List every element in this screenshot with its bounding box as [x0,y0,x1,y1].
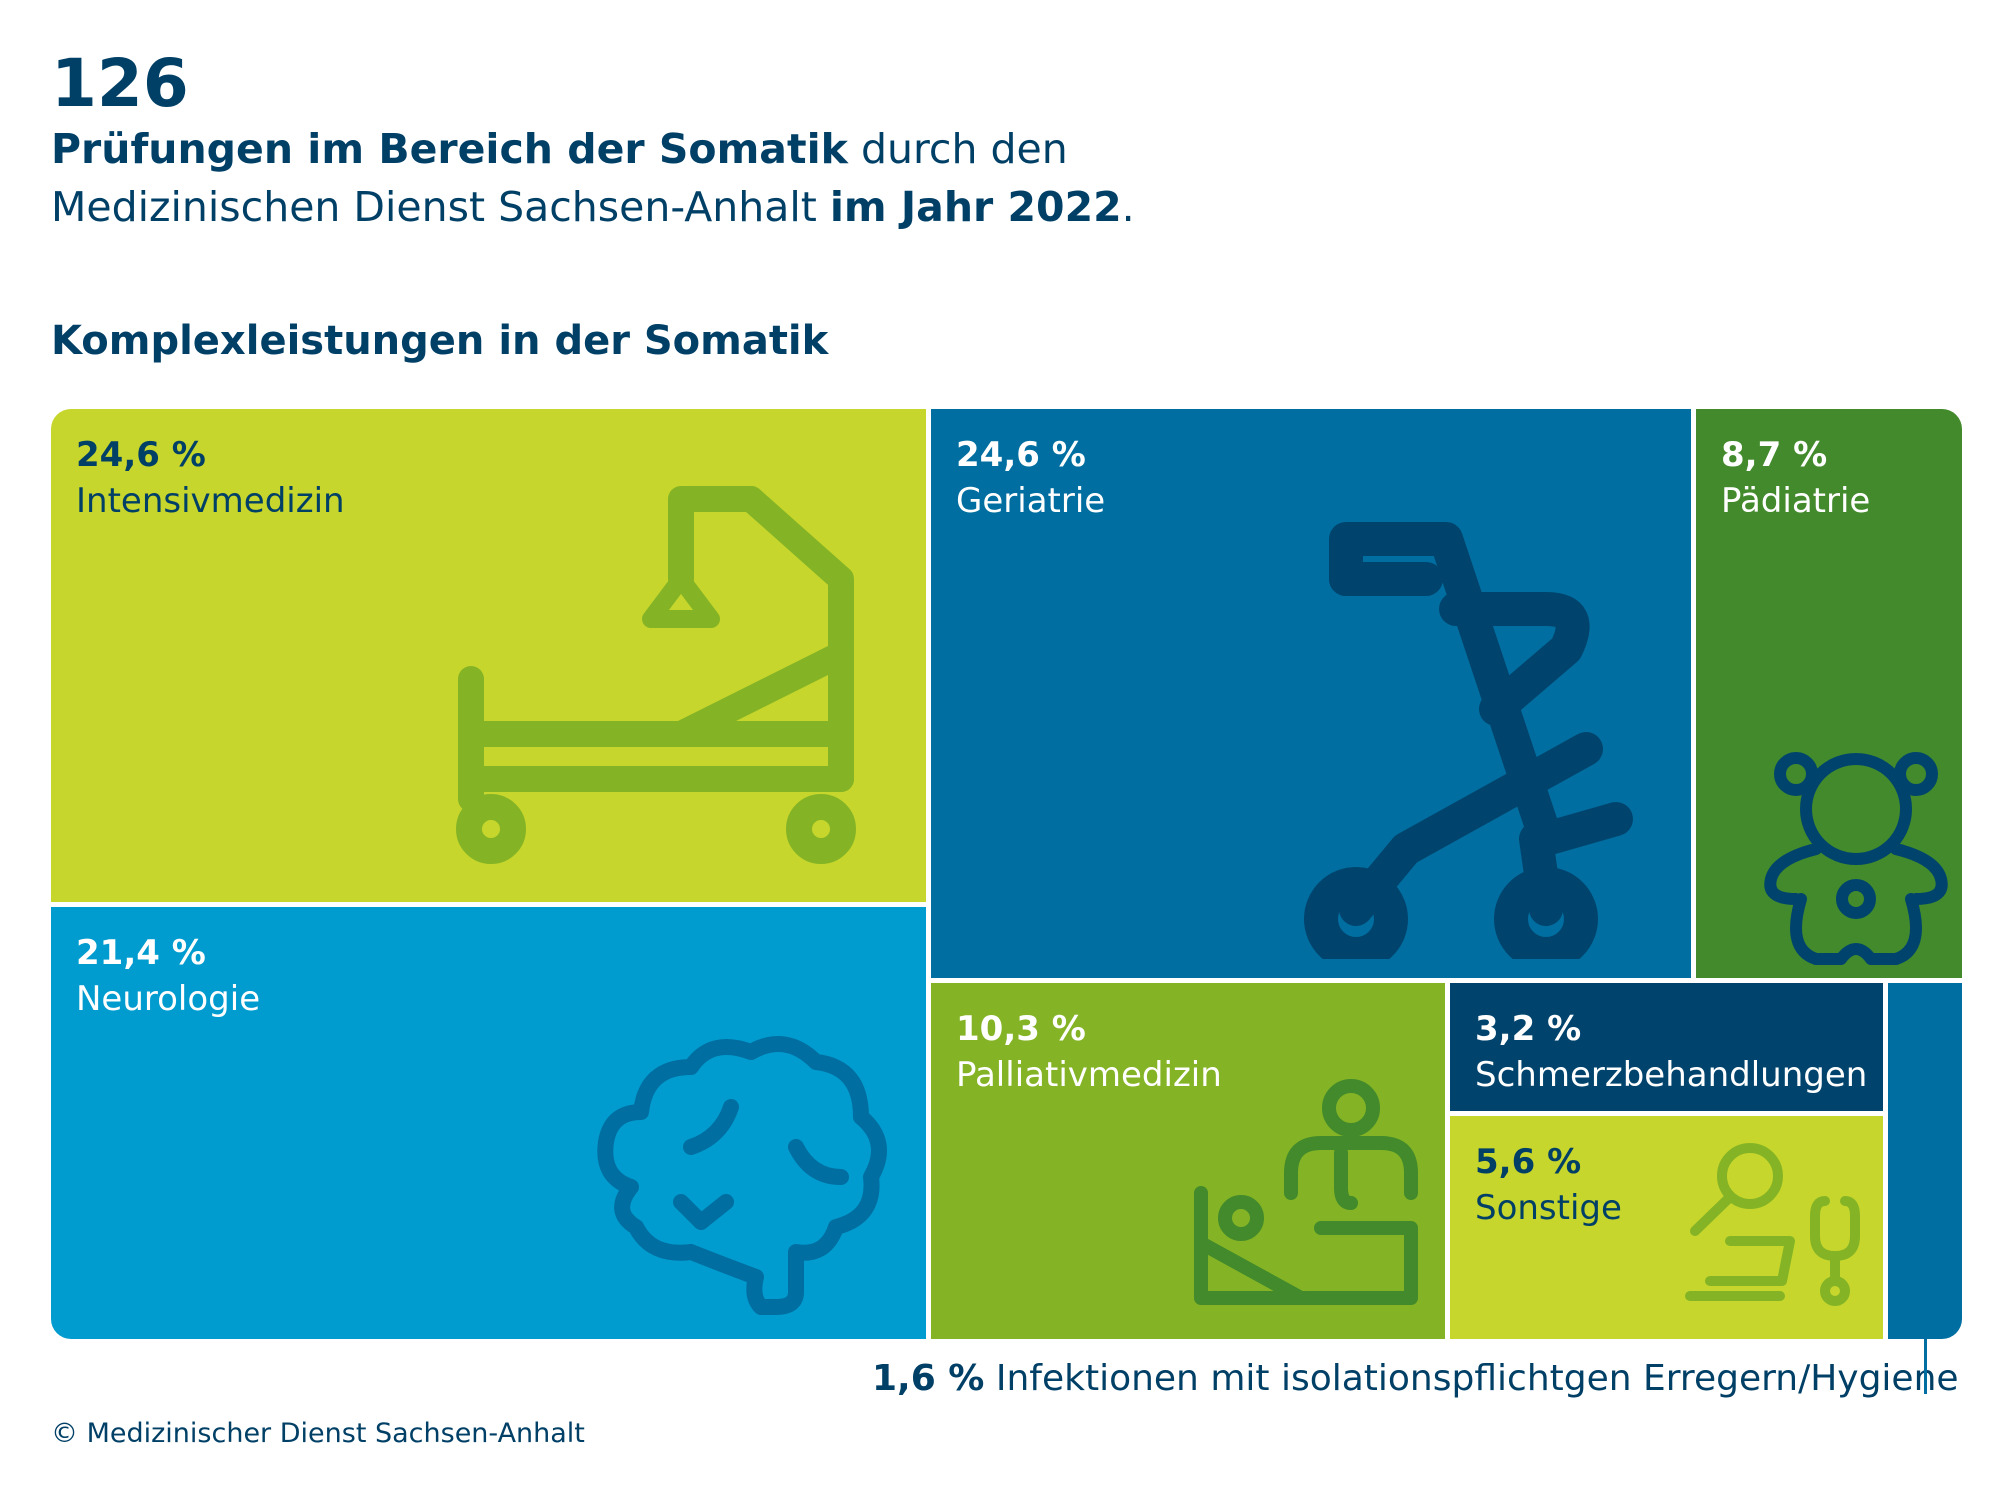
tile-label: Intensivmedizin [76,481,345,521]
exam-count: 126 [51,45,189,122]
tile-label: Pädiatrie [1721,481,1871,521]
section-title: Komplexleistungen in der Somatik [51,318,829,364]
tile-label: Sonstige [1475,1188,1622,1228]
tile-value: 21,4 % [76,933,206,973]
infektionen-callout: 1,6 % Infektionen mit isolationspflichtg… [872,1358,1959,1399]
subtitle-line-1: Prüfungen im Bereich der Somatik durch d… [51,120,1551,178]
callout-value: 1,6 % [872,1358,985,1399]
subtitle-line-2: Medizinischen Dienst Sachsen-Anhalt im J… [51,178,1551,236]
tile-value: 5,6 % [1475,1142,1582,1182]
tile-value: 3,2 % [1475,1009,1582,1049]
subtitle-bold-part: Prüfungen im Bereich der Somatik [51,125,848,173]
subtitle-rest: durch den [847,125,1068,173]
hospital-bed-icon [456,486,856,864]
patient-care-icon [1194,1079,1418,1305]
callout-leader-line [1924,1334,1927,1394]
tile-infektionen-hygiene [1888,983,1962,1339]
tile-label: Geriatrie [956,481,1106,521]
callout-label: Infektionen mit isolationspflichtgen Err… [995,1358,1959,1399]
tile-schmerzbehandlungen: 3,2 % Schmerzbehandlungen [1450,983,1883,1111]
tile-intensivmedizin: 24,6 % Intensivmedizin [51,409,926,902]
tile-value: 10,3 % [956,1009,1086,1049]
tile-palliativmedizin: 10,3 % Palliativmedizin [931,983,1445,1339]
tile-label: Palliativmedizin [956,1055,1222,1095]
tile-label: Neurologie [76,979,261,1019]
magnifier-laptop-stethoscope-icon [1685,1143,1860,1306]
teddy-bear-icon [1764,752,1948,965]
subtitle-period: . [1121,183,1135,231]
tile-value: 8,7 % [1721,435,1828,475]
tile-sonstige: 5,6 % Sonstige [1450,1116,1883,1339]
brain-icon [597,1036,887,1315]
walker-rollator-icon [1304,522,1633,959]
subtitle-year: im Jahr 2022 [829,183,1122,231]
tile-geriatrie: 24,6 % Geriatrie [931,409,1691,978]
tile-neurologie: 21,4 % Neurologie [51,907,926,1339]
tile-value: 24,6 % [956,435,1086,475]
copyright: © Medizinischer Dienst Sachsen-Anhalt [51,1418,585,1449]
header: 126 Prüfungen im Bereich der Somatik dur… [51,48,1551,236]
tile-value: 24,6 % [76,435,206,475]
subtitle-org: Medizinischen Dienst Sachsen-Anhalt [51,183,830,231]
tile-label: Schmerzbehandlungen [1475,1055,1868,1095]
tile-paediatrie: 8,7 % Pädiatrie [1696,409,1962,978]
